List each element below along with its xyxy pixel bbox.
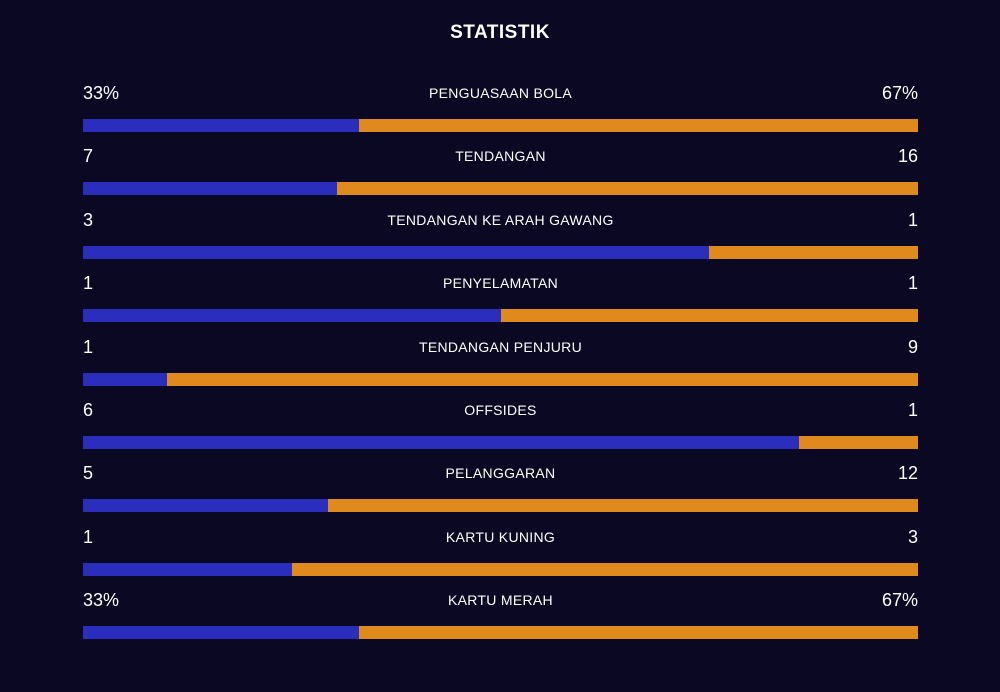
away-value: 1 — [907, 273, 918, 294]
away-value: 1 — [907, 400, 918, 420]
home-bar-fill — [83, 562, 292, 576]
stat-label: TENDANGAN PENJURU — [418, 338, 582, 355]
away-value: 67% — [881, 83, 918, 103]
stat-label: KARTU KUNING — [445, 528, 556, 545]
home-value: 1 — [83, 273, 94, 294]
comparison-bar — [83, 436, 918, 449]
stat-row-corners: 1 TENDANGAN PENJURU 9 — [83, 337, 918, 389]
home-bar-fill — [83, 182, 337, 196]
away-bar-fill — [500, 309, 918, 323]
home-bar-fill — [83, 372, 167, 386]
stat-row-possession: 33% PENGUASAAN BOLA 67% — [83, 83, 918, 135]
away-bar-fill — [709, 245, 918, 259]
home-bar-fill — [83, 119, 359, 132]
stat-label: TENDANGAN — [455, 148, 546, 165]
stat-row-offsides: 6 OFFSIDES 1 — [83, 400, 918, 452]
comparison-bar — [83, 119, 918, 132]
away-bar-fill — [328, 499, 918, 513]
away-value: 3 — [907, 526, 918, 547]
home-value: 7 — [83, 146, 94, 167]
stat-label: PELANGGARAN — [445, 465, 556, 482]
comparison-bar — [83, 626, 918, 640]
away-value: 1 — [907, 209, 918, 230]
away-bar-fill — [358, 626, 918, 640]
stat-row-shots: 7 TENDANGAN 16 — [83, 146, 918, 198]
away-bar-fill — [291, 562, 918, 576]
home-value: 5 — [83, 463, 94, 484]
home-bar-fill — [83, 436, 799, 449]
stat-label: TENDANGAN KE ARAH GAWANG — [387, 211, 614, 228]
comparison-bar — [83, 245, 918, 259]
stat-row-fouls: 5 PELANGGARAN 12 — [83, 463, 918, 515]
comparison-bar — [83, 309, 918, 323]
stat-label: KARTU MERAH — [448, 592, 553, 609]
comparison-bar — [83, 562, 918, 576]
stat-label: PENGUASAAN BOLA — [429, 85, 572, 101]
away-bar-fill — [358, 119, 918, 132]
away-bar-fill — [798, 436, 918, 449]
home-value: 33% — [83, 590, 120, 611]
home-value: 33% — [83, 83, 120, 103]
comparison-bar — [83, 499, 918, 513]
away-value: 67% — [881, 590, 918, 611]
home-value: 3 — [83, 209, 94, 230]
away-value: 16 — [897, 146, 918, 167]
away-bar-fill — [166, 372, 918, 386]
comparison-bar — [83, 182, 918, 196]
home-bar-fill — [83, 309, 501, 323]
away-bar-fill — [336, 182, 918, 196]
home-bar-fill — [83, 245, 710, 259]
stat-row-shots-on-target: 3 TENDANGAN KE ARAH GAWANG 1 — [83, 210, 918, 262]
stat-row-yellow-cards: 1 KARTU KUNING 3 — [83, 527, 918, 579]
page-title: STATISTIK — [450, 22, 550, 43]
stat-row-red-cards: 33% KARTU MERAH 67% — [83, 590, 918, 642]
home-value: 1 — [83, 526, 94, 547]
stat-row-saves: 1 PENYELAMATAN 1 — [83, 273, 918, 325]
away-value: 9 — [907, 336, 918, 357]
home-value: 6 — [83, 400, 94, 420]
stat-label: PENYELAMATAN — [442, 275, 559, 292]
stat-label: OFFSIDES — [464, 402, 537, 418]
home-bar-fill — [83, 499, 329, 513]
comparison-bar — [83, 372, 918, 386]
home-value: 1 — [83, 336, 94, 357]
home-bar-fill — [83, 626, 359, 640]
away-value: 12 — [897, 463, 918, 484]
